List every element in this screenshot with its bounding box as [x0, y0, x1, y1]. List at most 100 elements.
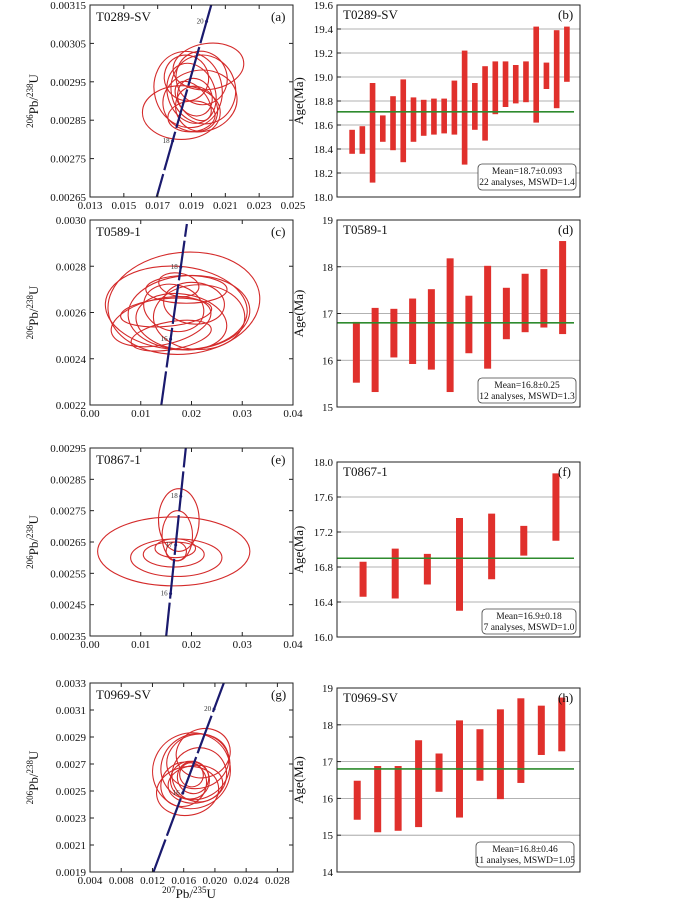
x-tick-label: 0.024	[234, 875, 259, 887]
error-ellipse	[162, 69, 238, 133]
y-axis-label: 206Pb/238U	[25, 74, 41, 128]
age-bar	[465, 295, 473, 354]
age-bar	[394, 766, 402, 831]
y-tick-label: 0.0031	[56, 705, 86, 717]
legend-box	[481, 608, 577, 635]
age-bar	[558, 697, 566, 752]
shared-x-axis-label: 207Pb/235U	[162, 885, 216, 901]
age-bar	[359, 561, 367, 597]
y-label-part: 206	[25, 790, 35, 804]
y-tick-label: 0.0026	[56, 308, 87, 320]
error-ellipse	[166, 62, 217, 124]
y-axis-label: Age(Ma)	[291, 77, 306, 125]
y-tick-label: 18	[322, 720, 334, 732]
age-bar	[349, 129, 355, 154]
age-bar	[482, 66, 488, 141]
error-ellipse	[163, 281, 225, 325]
concordia-age-marker	[169, 337, 173, 341]
age-bar	[543, 62, 550, 89]
age-bar	[520, 525, 528, 556]
y-tick-label: 0.00275	[50, 506, 86, 518]
y-axis-label: Age(Ma)	[291, 290, 306, 338]
y-tick-label: 17	[322, 309, 334, 321]
y-tick-label: 0.0022	[56, 400, 86, 412]
age-bar	[552, 473, 560, 541]
y-tick-label: 19.0	[314, 72, 334, 84]
panel-label: (h)	[558, 690, 573, 705]
y-tick-label: 18.6	[314, 120, 334, 132]
age-bar	[400, 79, 407, 163]
y-tick-label: 0.0023	[56, 813, 87, 825]
error-ellipse	[174, 80, 212, 122]
age-bar	[371, 307, 379, 393]
error-ellipse	[97, 516, 251, 587]
x-tick-label: 0.01	[131, 408, 150, 420]
age-bar	[472, 83, 478, 130]
age-bar	[390, 96, 396, 151]
sample-name: T0589-1	[96, 224, 141, 239]
y-tick-label: 18.0	[314, 192, 334, 204]
age-bar	[374, 766, 382, 833]
y-tick-label: 17	[322, 757, 334, 769]
concordia-age-label: 20	[204, 705, 212, 713]
x-tick-label: 0.00	[80, 408, 100, 420]
y-tick-label: 0.0030	[56, 215, 87, 227]
concordia-age-marker	[169, 592, 173, 596]
age-bar	[446, 258, 454, 393]
concordia-curve	[160, 223, 188, 405]
age-bar	[496, 709, 504, 800]
y-tick-label: 18.0	[314, 457, 334, 469]
x-label-part: 235	[193, 885, 207, 895]
y-tick-label: 0.00295	[50, 443, 86, 455]
age-bar	[521, 273, 529, 333]
age-bar	[533, 26, 540, 123]
y-tick-label: 0.00285	[50, 474, 86, 486]
x-tick-label: 0.004	[78, 875, 103, 887]
y-tick-label: 0.00265	[50, 537, 86, 549]
x-tick-label: 0.04	[283, 639, 303, 651]
age-bar	[502, 287, 510, 340]
concordia-curve	[155, 5, 213, 197]
y-tick-label: 19.4	[314, 24, 334, 36]
age-bar	[352, 321, 360, 383]
y-tick-label: 0.00245	[50, 600, 86, 612]
concordia-age-label: 18	[171, 492, 179, 500]
y-tick-label: 16	[322, 793, 334, 805]
y-tick-label: 0.00275	[50, 154, 86, 166]
error-ellipse	[143, 283, 205, 333]
sample-name: T0969-SV	[343, 690, 399, 705]
legend-analyses: 12 analyses, MSWD=1.3	[479, 392, 575, 402]
concordia-age-label: 18	[163, 137, 171, 145]
x-tick-label: 0.012	[140, 875, 165, 887]
y-tick-label: 19.2	[314, 48, 333, 60]
panel-label: (d)	[558, 222, 573, 237]
panel-b: 18.0 18.2 18.4 18.6 18.8 19.0 19.2 19.4 19.6 Mean…	[291, 0, 581, 204]
y-label-part: Pb/	[26, 538, 41, 556]
age-bar	[502, 61, 509, 107]
concordia-age-marker	[179, 265, 183, 269]
y-tick-label: 18.8	[314, 96, 334, 108]
legend-box	[477, 163, 577, 191]
error-ellipse	[166, 733, 230, 790]
y-label-part: 206	[25, 325, 35, 339]
error-ellipse	[107, 251, 261, 356]
y-label-part: 206	[25, 555, 35, 569]
y-axis-label: 206Pb/238U	[25, 285, 41, 339]
concordia-age-marker	[174, 543, 178, 547]
age-bar	[427, 289, 435, 370]
error-ellipse	[169, 760, 211, 800]
ellipse-group: 16 17 18	[97, 448, 251, 636]
y-axis-label: Age(Ma)	[291, 756, 306, 804]
y-label-part: Pb/	[26, 97, 41, 115]
y-label-part: 238	[25, 295, 35, 309]
legend-mean: Mean=18.7±0.093	[492, 167, 562, 177]
x-tick-label: 0.03	[233, 639, 253, 651]
concordia-age-marker	[181, 791, 185, 795]
legend-box	[475, 841, 575, 868]
y-tick-label: 0.00285	[50, 115, 86, 127]
